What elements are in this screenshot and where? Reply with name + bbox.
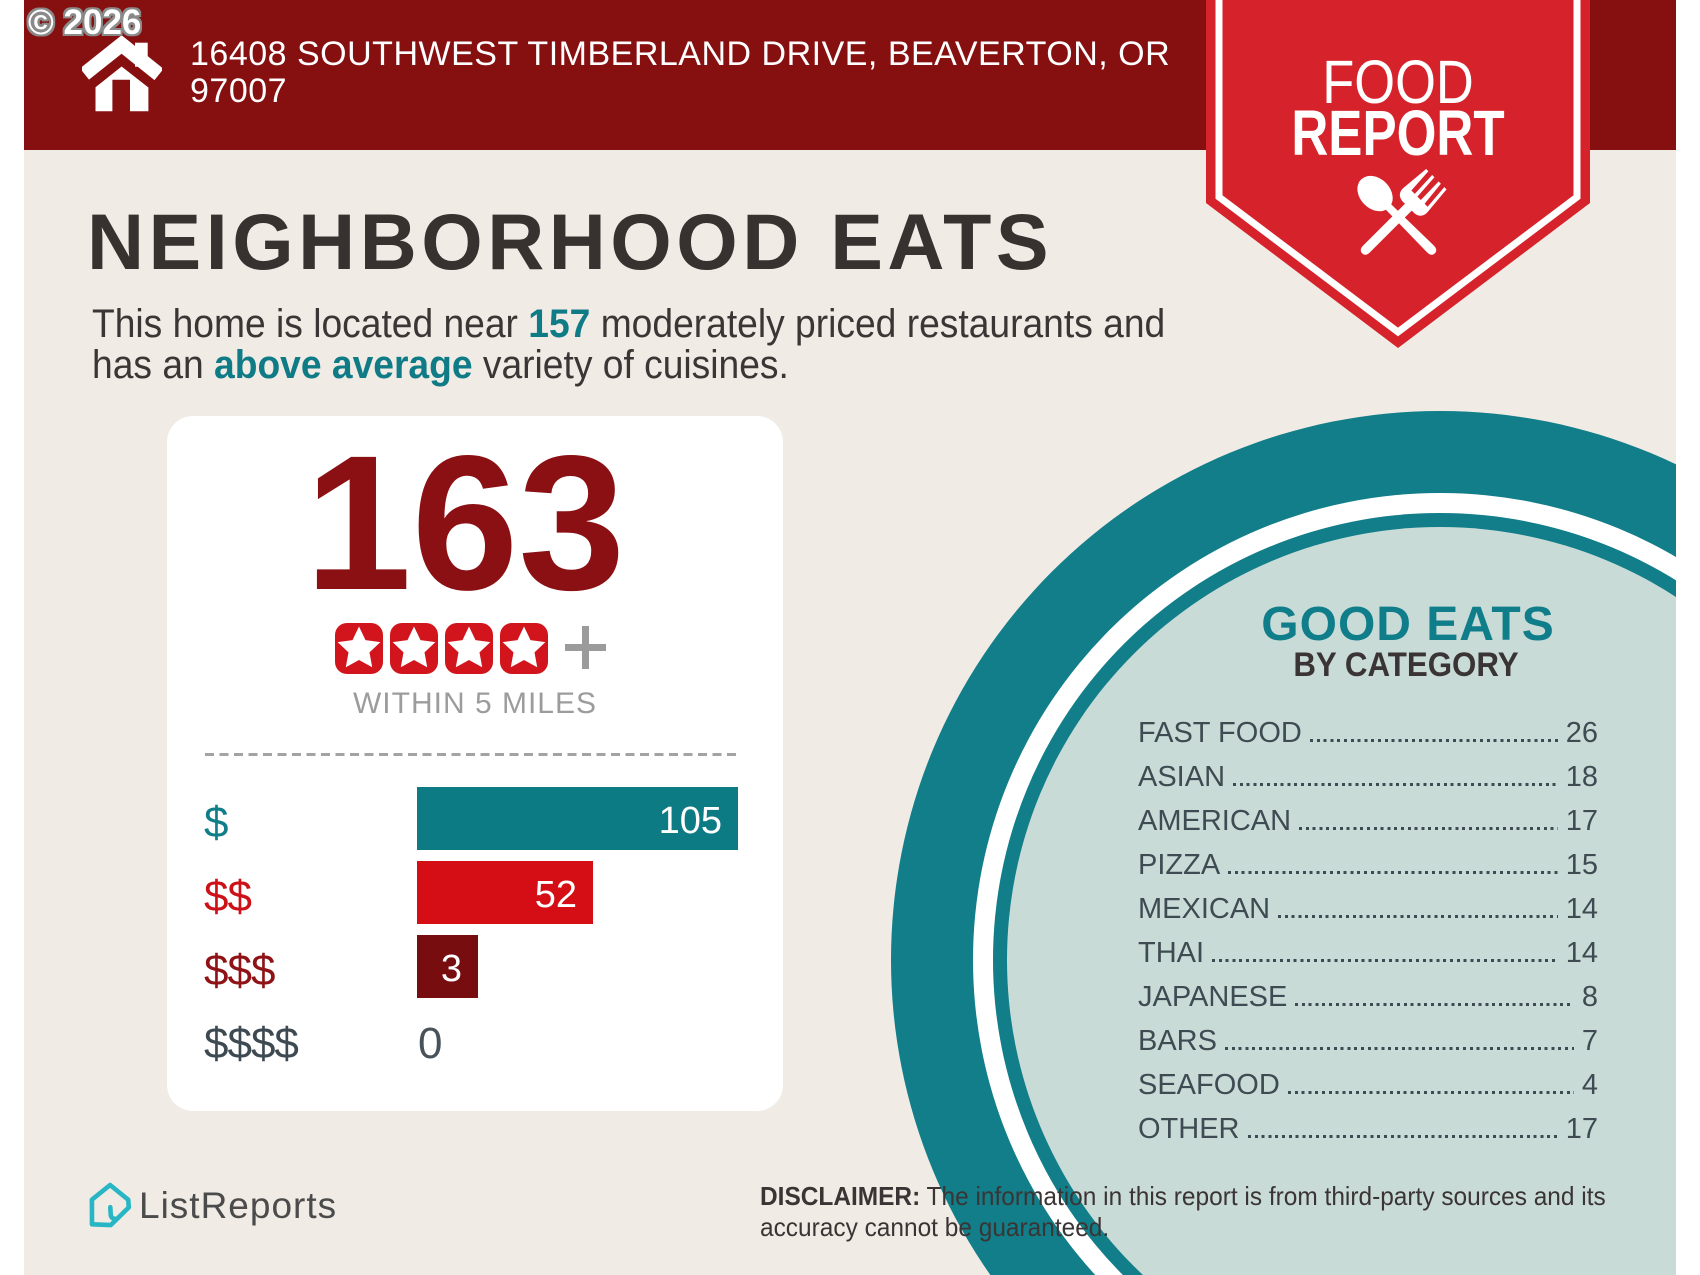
svg-text:REPORT: REPORT xyxy=(1291,99,1504,170)
svg-text:FOOD: FOOD xyxy=(1322,48,1474,117)
